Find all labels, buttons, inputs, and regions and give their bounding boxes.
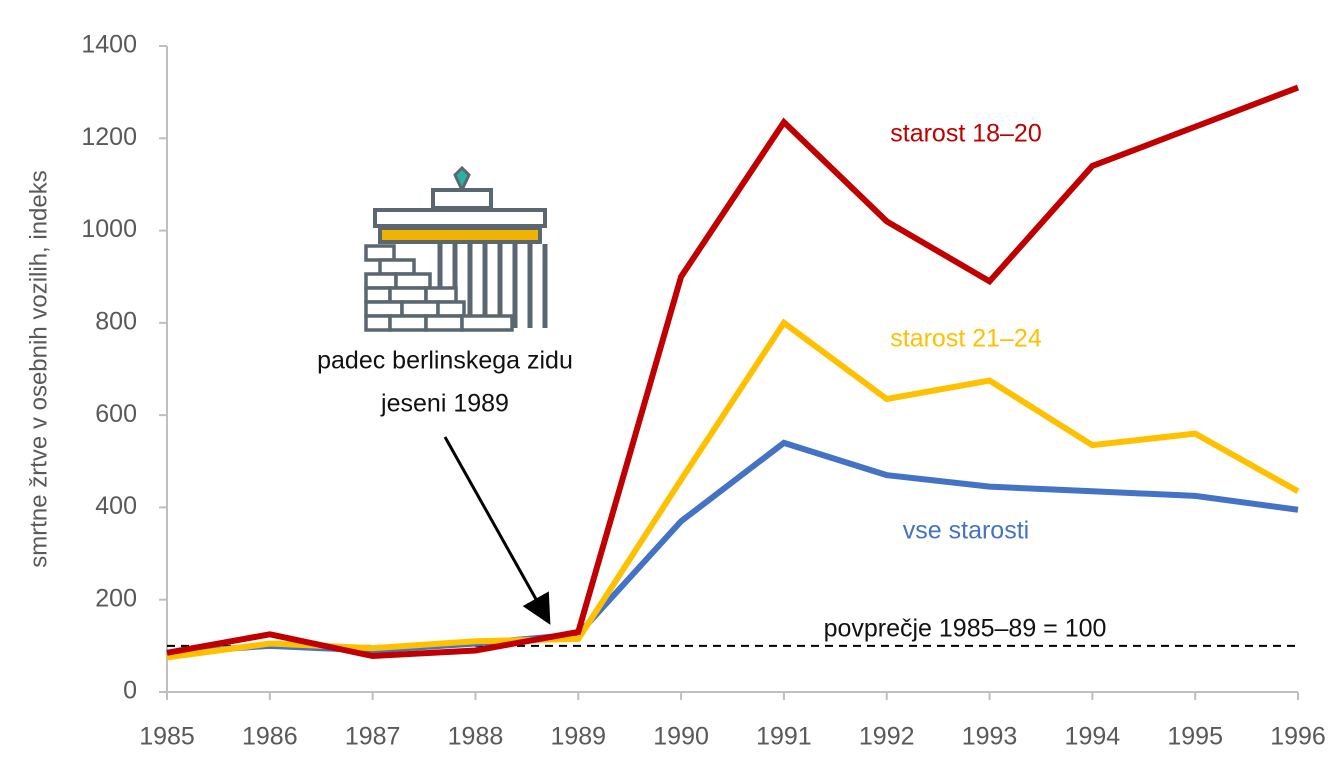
- y-tick-label: 600: [95, 400, 137, 428]
- y-tick-label: 0: [123, 677, 137, 705]
- series-label: starost 18–20: [890, 120, 1042, 148]
- y-tick-label: 400: [95, 492, 137, 520]
- x-tick-label: 1988: [448, 723, 504, 751]
- annotation-line: jeseni 1989: [380, 390, 509, 418]
- y-tick-label: 1400: [81, 31, 137, 59]
- y-axis-label: smrtne žrtve v osebnih vozilih, indeks: [25, 170, 52, 568]
- x-tick-label: 1992: [859, 723, 915, 751]
- x-tick-label: 1993: [962, 723, 1018, 751]
- x-tick-label: 1989: [550, 723, 606, 751]
- annotation-arrow: [445, 437, 546, 617]
- annotation-line: padec berlinskega zidu: [317, 347, 573, 375]
- x-tick-label: 1985: [139, 723, 195, 751]
- reference-label: povprečje 1985–89 = 100: [824, 614, 1107, 642]
- series-label: starost 21–24: [890, 325, 1042, 353]
- x-tick-label: 1994: [1065, 723, 1121, 751]
- x-tick-label: 1991: [756, 723, 812, 751]
- y-tick-label: 800: [95, 307, 137, 335]
- series-label: vse starosti: [903, 517, 1029, 545]
- y-tick-label: 1200: [81, 123, 137, 151]
- x-tick-label: 1996: [1270, 723, 1326, 751]
- x-tick-label: 1990: [653, 723, 709, 751]
- y-tick-label: 1000: [81, 215, 137, 243]
- x-tick-label: 1987: [345, 723, 401, 751]
- chart: smrtne žrtve v osebnih vozilih, indeks p…: [0, 0, 1335, 757]
- series-line: [167, 443, 1298, 653]
- berlin-wall-icon: [366, 168, 545, 330]
- y-tick-label: 200: [95, 584, 137, 612]
- x-tick-label: 1986: [242, 723, 298, 751]
- x-tick-label: 1995: [1167, 723, 1223, 751]
